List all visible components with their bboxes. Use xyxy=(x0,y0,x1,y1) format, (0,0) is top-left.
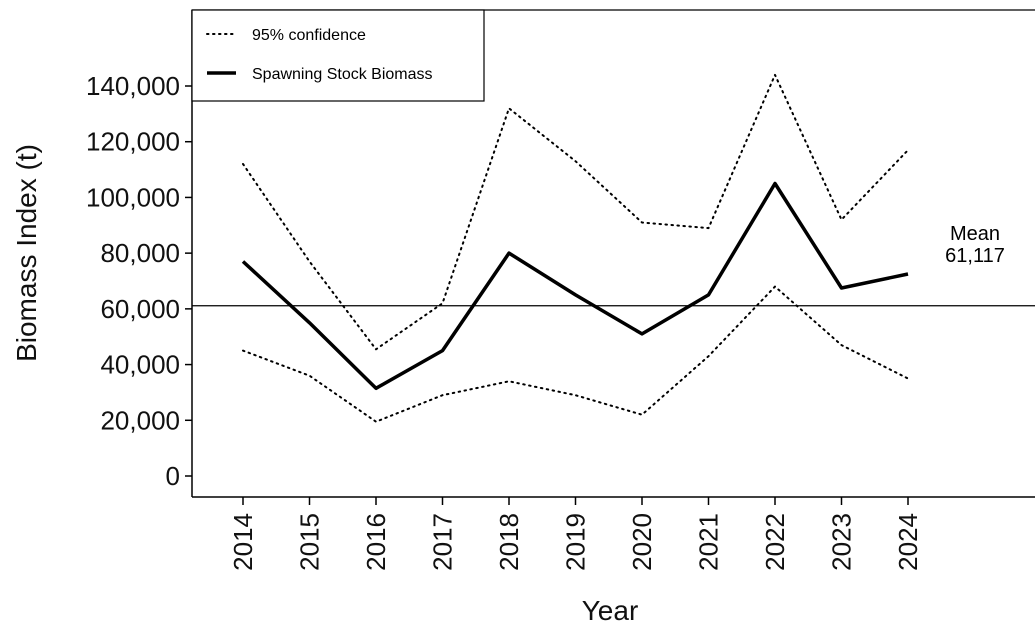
x-axis-title: Year xyxy=(582,595,639,626)
y-tick-label: 100,000 xyxy=(86,182,180,212)
x-tick-label: 2017 xyxy=(428,513,458,571)
y-tick-label: 80,000 xyxy=(100,238,180,268)
x-tick-label: 2014 xyxy=(228,513,258,571)
legend-label-confidence: 95% confidence xyxy=(252,27,366,44)
x-ticks: 2014 2015 2016 2017 2018 2019 2020 2021 2022 2023… xyxy=(228,497,923,571)
upper-confidence-line xyxy=(242,73,909,351)
x-tick-label: 2015 xyxy=(295,513,325,571)
x-tick-label: 2023 xyxy=(827,513,857,571)
y-ticks: 0 20,000 40,000 60,000 80,000 100,000 120,000 1… xyxy=(86,71,192,491)
y-tick-label: 120,000 xyxy=(86,127,180,157)
lower-confidence-line xyxy=(242,285,909,423)
y-tick-label: 60,000 xyxy=(100,294,180,324)
legend: 95% confidence Spawning Stock Biomass xyxy=(191,9,485,102)
y-tick-label: 0 xyxy=(166,461,180,491)
legend-label-ssb: Spawning Stock Biomass xyxy=(252,66,433,83)
y-tick-label: 40,000 xyxy=(100,350,180,380)
x-tick-label: 2016 xyxy=(361,513,391,571)
x-tick-label: 2024 xyxy=(893,513,923,571)
x-tick-label: 2018 xyxy=(494,513,524,571)
x-tick-label: 2019 xyxy=(561,513,591,571)
legend-box xyxy=(191,9,485,102)
x-tick-label: 2021 xyxy=(694,513,724,571)
ssb-line xyxy=(241,181,909,391)
series-lines xyxy=(241,73,909,423)
y-tick-label: 20,000 xyxy=(100,405,180,435)
y-axis-title: Biomass Index (t) xyxy=(11,144,42,362)
x-tick-label: 2020 xyxy=(627,513,657,571)
mean-label-value: 61,117 xyxy=(945,245,1005,267)
y-tick-label: 140,000 xyxy=(86,71,180,101)
mean-label-title: Mean xyxy=(950,223,1000,245)
x-tick-label: 2022 xyxy=(760,513,790,571)
